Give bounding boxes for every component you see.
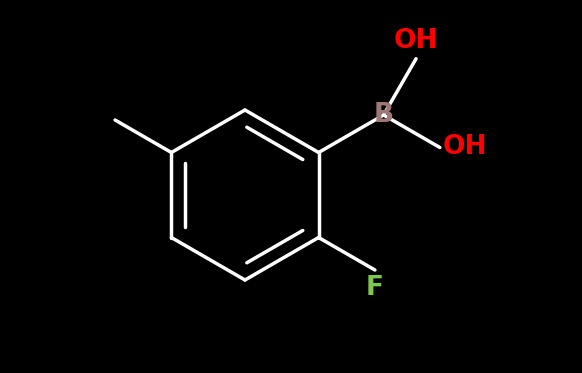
Text: OH: OH: [443, 135, 487, 160]
Text: B: B: [374, 102, 393, 128]
Text: OH: OH: [394, 28, 438, 54]
Text: F: F: [366, 275, 384, 301]
